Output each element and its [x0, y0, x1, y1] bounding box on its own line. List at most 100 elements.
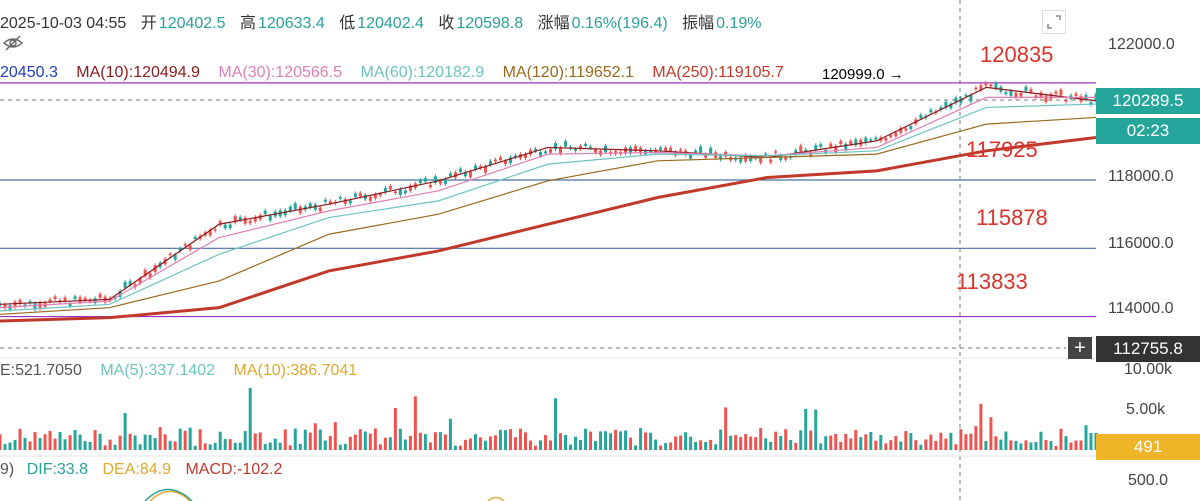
candle-body	[403, 190, 407, 194]
ma-legend-item-6: MA(250):119105.7	[652, 64, 784, 81]
volume-bar	[453, 445, 457, 450]
candle-body	[448, 173, 452, 177]
candle-body	[549, 149, 553, 153]
volume-bar	[964, 434, 968, 450]
volume-bar	[153, 437, 157, 450]
candle-body	[854, 139, 858, 146]
candle-body	[894, 132, 898, 137]
volume-bar	[43, 434, 47, 450]
volume-bar	[208, 444, 212, 450]
volume-bar	[689, 436, 693, 450]
candle-body	[889, 135, 893, 138]
candle-body	[1029, 89, 1033, 93]
candle-body	[308, 203, 312, 208]
volume-bar	[1024, 440, 1028, 450]
candle-body	[554, 143, 558, 150]
volume-bar	[854, 430, 858, 450]
candle-body	[193, 236, 197, 239]
volume-bar	[508, 429, 512, 450]
macd-dea-curve	[487, 496, 505, 501]
candle-body	[178, 248, 182, 251]
price-axis-tick: 114000.0	[1108, 300, 1174, 317]
volume-bar	[919, 444, 923, 450]
volume-bar	[93, 430, 97, 450]
volume-bar	[123, 413, 127, 450]
ma-legend-item-2: MA(10):120494.9	[76, 64, 200, 81]
volume-bar	[864, 434, 868, 450]
candle-body	[33, 303, 37, 310]
volume-bar	[884, 443, 888, 450]
candle-body	[1024, 86, 1028, 91]
candle-body	[764, 153, 768, 155]
volume-bar	[33, 431, 37, 450]
candle-body	[368, 196, 372, 201]
ma-legend-item-3: MA(30):120566.5	[218, 64, 343, 81]
volume-bar	[538, 440, 542, 450]
volume-bar	[513, 437, 517, 450]
candle-body	[23, 304, 27, 307]
candle-body	[784, 155, 788, 160]
candle-body	[13, 301, 17, 308]
volume-bar	[213, 443, 217, 450]
volume-bar	[574, 436, 578, 450]
level-label-4: 113833	[956, 269, 1028, 294]
candle-body	[93, 298, 97, 304]
volume-bar	[173, 441, 177, 450]
volume-bar	[734, 435, 738, 450]
level-label-2: 117925	[966, 137, 1038, 162]
volume-ma10: MA(10):386.7041	[233, 362, 358, 379]
candle-body	[659, 147, 663, 150]
volume-bar	[288, 445, 292, 450]
candle-body	[343, 199, 347, 205]
candle-body	[68, 303, 72, 306]
volume-bar	[894, 436, 898, 450]
candle-body	[574, 149, 578, 151]
volume-bar	[318, 429, 322, 450]
macd-value: MACD:-102.2	[185, 461, 283, 478]
candle-body	[864, 137, 868, 144]
volume-bar	[253, 433, 257, 450]
volume-bar	[979, 403, 983, 450]
volume-bar	[298, 443, 302, 450]
volume-bar	[368, 433, 372, 450]
candle-body	[483, 166, 487, 173]
volume-bar	[874, 440, 878, 450]
volume-bar	[278, 442, 282, 450]
eye-hidden-icon[interactable]	[2, 34, 24, 52]
volume-bar	[483, 440, 487, 450]
volume-bar	[113, 444, 117, 450]
volume-bar	[443, 434, 447, 450]
volume-bar	[619, 431, 623, 450]
volume-bar	[228, 439, 232, 450]
volume-bar	[1019, 443, 1023, 450]
volume-bar	[934, 440, 938, 450]
ma-legend: 20450.3 MA(10):120494.9 MA(30):120566.5 …	[0, 64, 798, 82]
volume-bar	[68, 435, 72, 450]
volume-bar	[503, 430, 507, 450]
ma-line-ma60	[0, 103, 1097, 312]
volume-bar	[764, 438, 768, 450]
volume-bar	[328, 435, 332, 450]
current-price-box: 120289.5	[1096, 88, 1200, 114]
candle-body	[739, 157, 743, 163]
fullscreen-icon[interactable]	[1042, 10, 1066, 34]
volume-bar	[248, 388, 252, 450]
volume-bar	[528, 440, 532, 450]
volume-bar	[473, 434, 477, 450]
candle-body	[323, 199, 327, 202]
macd-dea: DEA:84.9	[102, 461, 171, 478]
volume-bar	[984, 441, 988, 450]
candle-body	[1064, 99, 1068, 102]
volume-bar	[373, 428, 377, 450]
candle-body	[1049, 94, 1053, 99]
volume-bar	[999, 439, 1003, 450]
candle-body	[624, 147, 628, 154]
candle-body	[579, 145, 583, 149]
candle-body	[839, 141, 843, 145]
volume-bar	[754, 437, 758, 450]
volume-bar	[258, 432, 262, 450]
plus-icon[interactable]: +	[1068, 337, 1092, 359]
ohlc-header: 2025-10-03 04:55 开 120402.5 高 120633.4 低 12…	[0, 9, 772, 33]
volume-bar	[448, 418, 452, 450]
